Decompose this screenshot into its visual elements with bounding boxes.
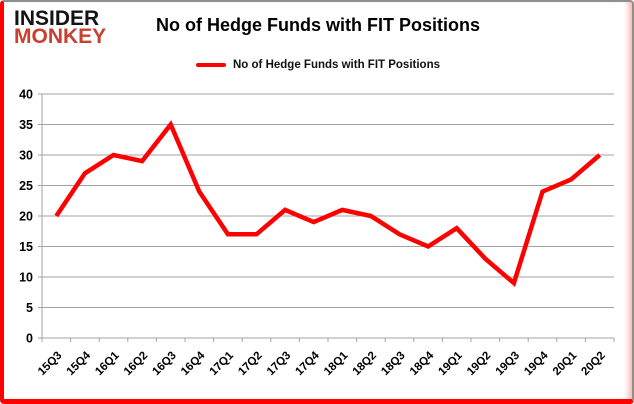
- x-axis-label: 18Q2: [351, 350, 379, 378]
- x-axis-label: 16Q2: [122, 350, 150, 378]
- logo-text-monkey: MONKEY: [14, 25, 107, 48]
- x-axis-label: 18Q4: [408, 349, 437, 378]
- series-line: [54, 120, 602, 288]
- x-axis-label: 17Q1: [208, 349, 237, 378]
- x-axis-label: 17Q2: [236, 350, 264, 378]
- insider-monkey-logo: INSIDER MONKEY: [14, 7, 107, 48]
- x-axis-label: 16Q4: [179, 349, 208, 378]
- x-axis-label: 18Q3: [379, 350, 407, 378]
- line-chart: 0 5 10 15 20 25 30 35 40 15Q3 15Q4 16Q1 16Q2 16Q3 16Q4…: [19, 88, 615, 378]
- y-axis-label: 35: [19, 118, 33, 132]
- y-axis-label: 15: [19, 240, 33, 254]
- x-axis-label: 15Q4: [65, 349, 94, 378]
- x-axis-label: 20Q2: [579, 350, 607, 378]
- x-axis-label: 18Q1: [322, 349, 351, 378]
- x-axis-label: 16Q1: [93, 349, 122, 378]
- y-axis-label: 30: [19, 149, 33, 163]
- y-axis-label: 20: [19, 210, 33, 224]
- y-axis-label: 0: [26, 332, 33, 346]
- x-axis-label: 16Q3: [150, 350, 178, 378]
- x-axis-label: 19Q3: [494, 350, 522, 378]
- x-axis-label: 20Q1: [551, 349, 580, 378]
- y-axis-label: 40: [19, 88, 33, 102]
- x-axis-label: 15Q3: [36, 350, 64, 378]
- x-axis-label: 19Q1: [436, 349, 465, 378]
- legend-line-swatch: [196, 63, 226, 67]
- x-axis-label: 17Q4: [293, 349, 322, 378]
- logo-text-insider: INSIDER: [14, 7, 100, 30]
- y-axis-label: 10: [19, 271, 33, 285]
- x-axis-label: 19Q2: [465, 350, 493, 378]
- legend: No of Hedge Funds with FIT Positions: [4, 59, 632, 71]
- y-axis-label: 5: [26, 301, 33, 315]
- chart-title: No of Hedge Funds with FIT Positions: [156, 15, 480, 35]
- y-axis-label: 25: [19, 179, 33, 193]
- x-axis-label: 17Q3: [265, 350, 293, 378]
- x-axis-label: 19Q4: [522, 349, 551, 378]
- legend-label: No of Hedge Funds with FIT Positions: [233, 59, 440, 71]
